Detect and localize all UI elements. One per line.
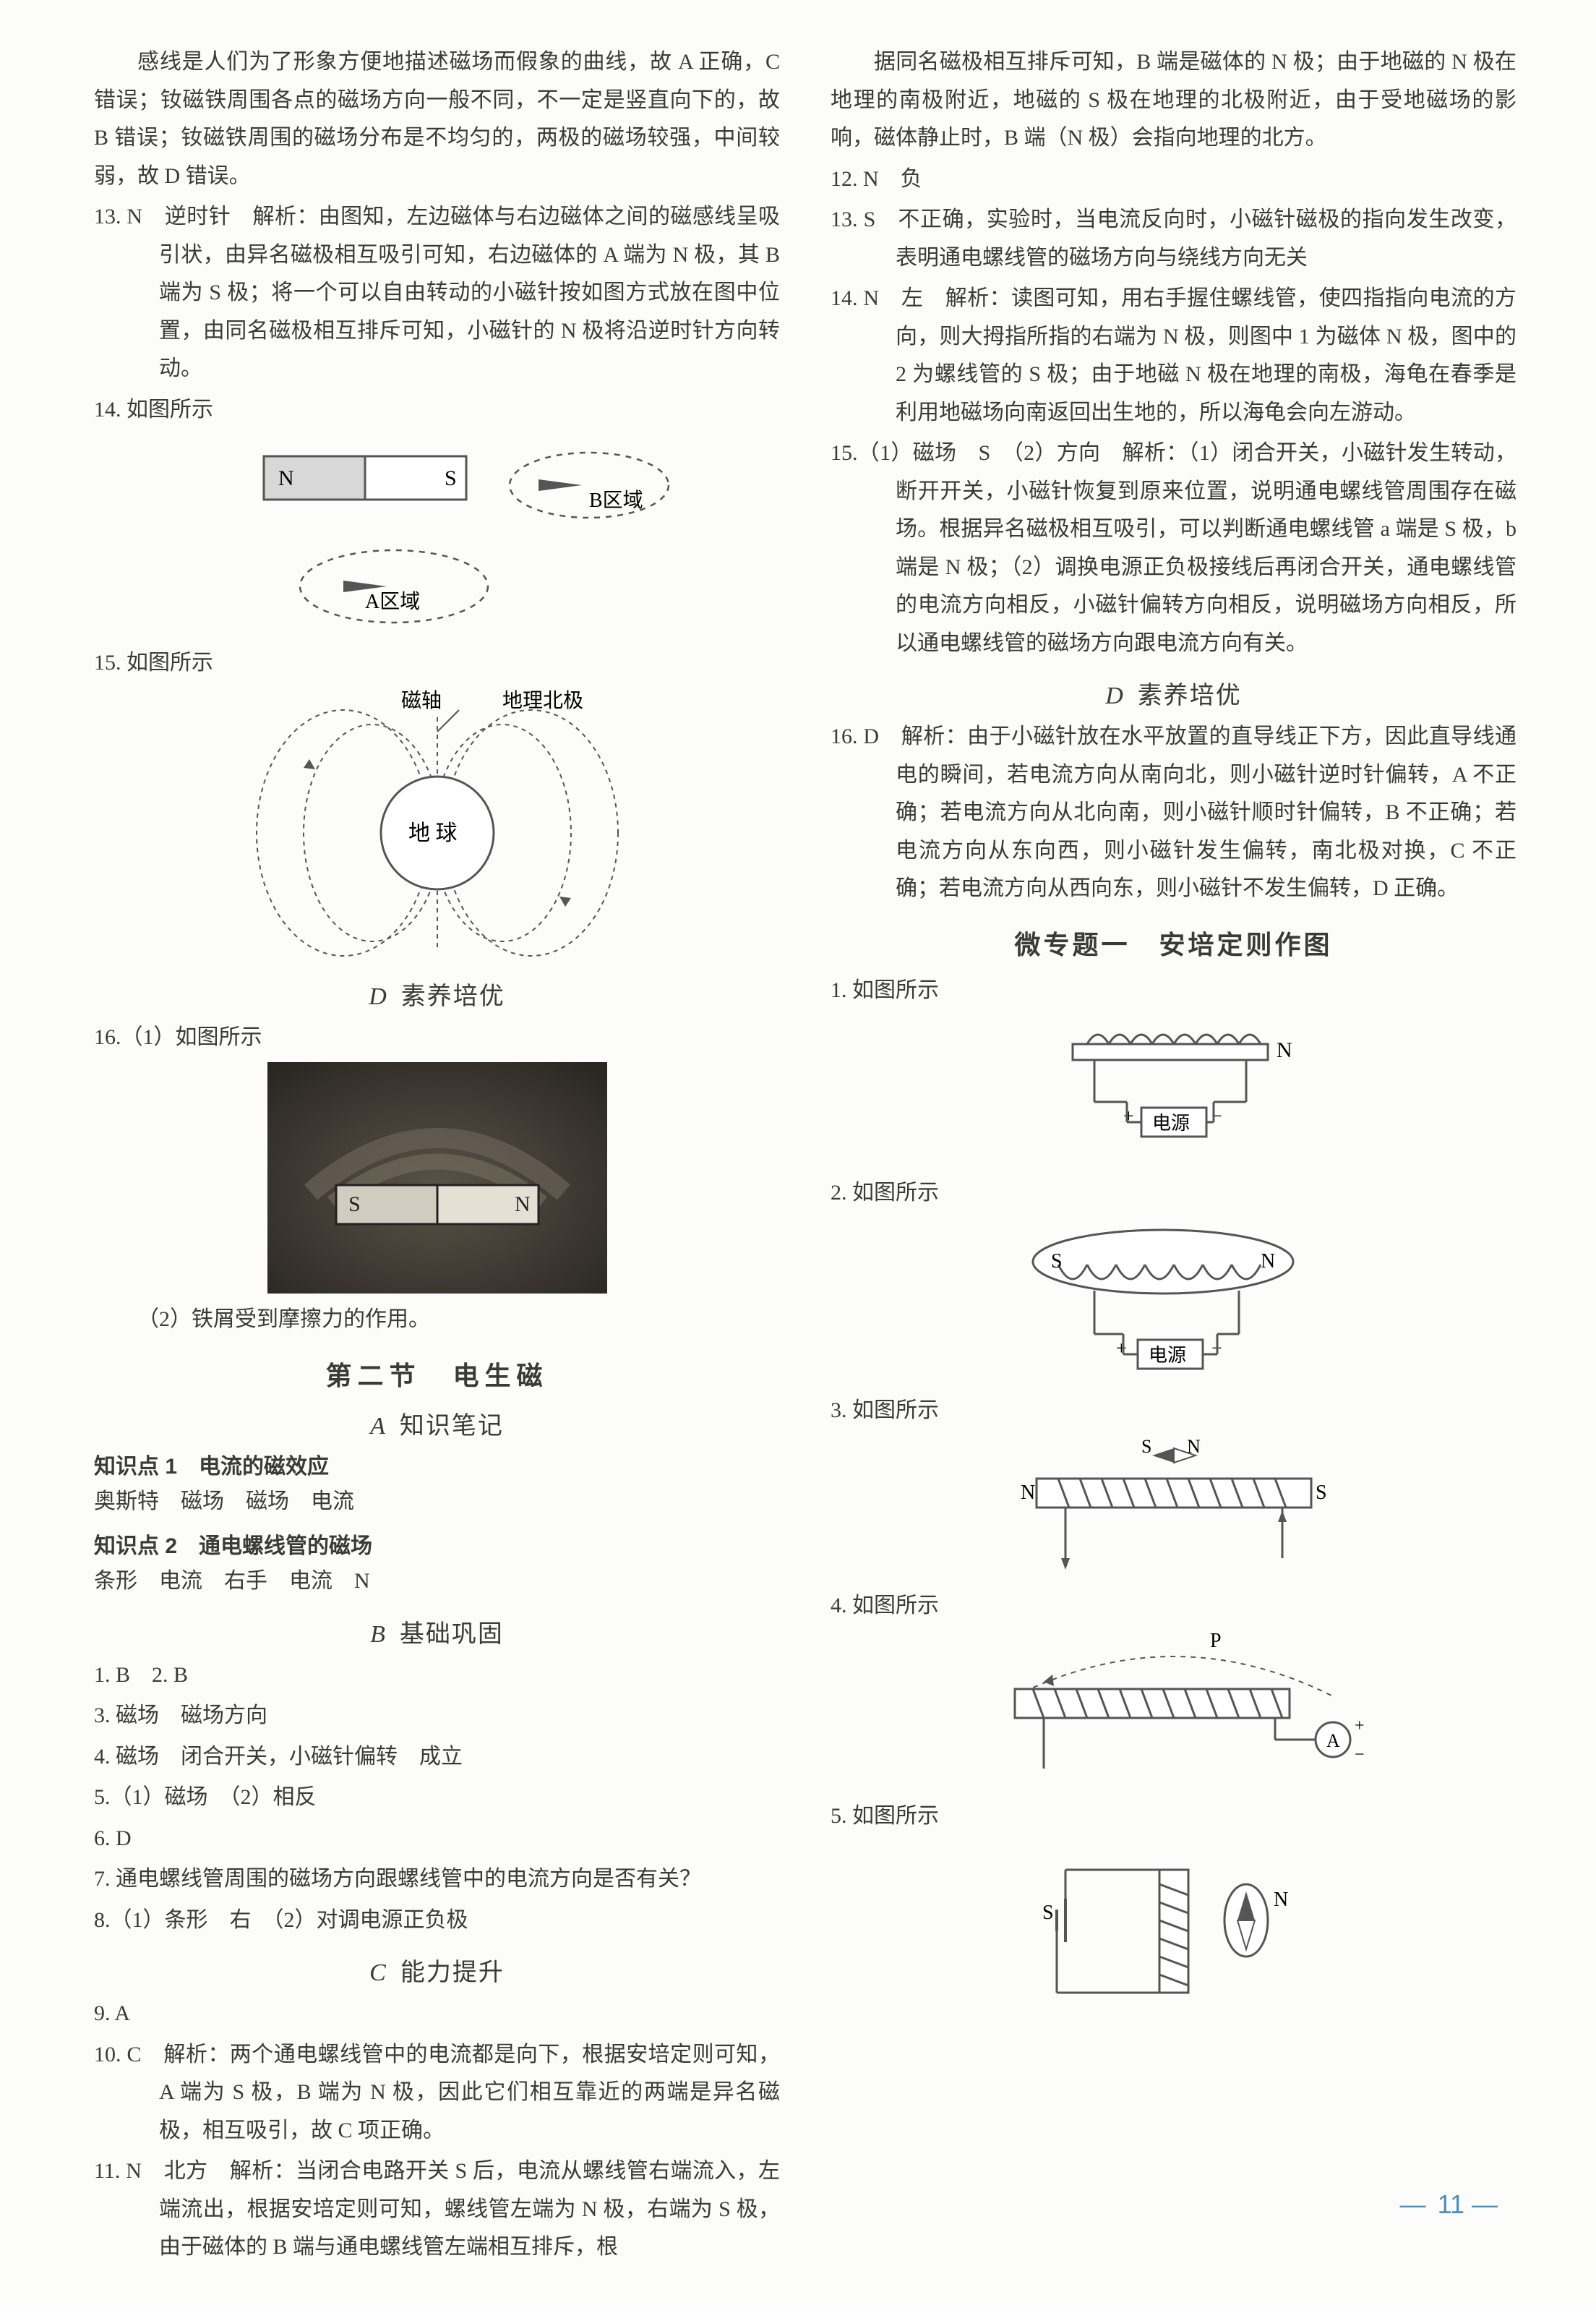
- b-4: 4. 磁场 闭合开关，小磁针偏转 成立: [94, 1738, 780, 1777]
- svg-text:N: N: [1021, 1482, 1035, 1504]
- svg-text:B区域: B区域: [589, 489, 643, 512]
- svg-text:A区域: A区域: [365, 590, 420, 613]
- d-16: 16. D 解析：由于小磁针放在水平放置的直导线正下方，因此直导线通电的瞬间，若…: [831, 718, 1516, 908]
- answer-16-2: （2）铁屑受到摩擦力的作用。: [94, 1301, 780, 1339]
- svg-text:电源: 电源: [1149, 1345, 1186, 1366]
- svg-text:N: N: [1261, 1250, 1275, 1273]
- svg-text:S: S: [348, 1192, 361, 1216]
- svg-text:P: P: [1210, 1631, 1222, 1652]
- sub-title-C: C能力提升: [94, 1952, 780, 1988]
- page-number: — 11 —: [1400, 2189, 1502, 2220]
- c-15: 15.（1）磁场 S （2）方向 解析：（1）闭合开关，小磁针发生转动，断开开关…: [831, 435, 1516, 662]
- c-14: 14. N 左 解析：读图可知，用右手握住螺线管，使四指指向电流的方向，则大拇指…: [831, 280, 1516, 432]
- figure-14: N S B区域 A区域: [94, 435, 780, 637]
- answer-14-label: 14. 如图所示: [94, 391, 780, 429]
- answer-13: 13. N 逆时针 解析：由图知，左边磁体与右边磁体之间的磁感线呈吸引状，由异名…: [94, 198, 780, 388]
- svg-text:S: S: [1141, 1436, 1151, 1457]
- svg-text:N: N: [515, 1192, 531, 1216]
- figure-m5: S N: [831, 1841, 1516, 2029]
- figure-m1: N 电源 + −: [831, 1015, 1516, 1167]
- c-12: 12. N 负: [831, 161, 1516, 199]
- sub-title-D-right: D素养培优: [831, 675, 1516, 711]
- c-10: 10. C 解析：两个通电螺线管中的电流都是向下，根据安培定则可知，A 端为 S…: [94, 2036, 780, 2150]
- svg-text:S: S: [1316, 1482, 1327, 1504]
- svg-text:磁轴: 磁轴: [401, 689, 442, 712]
- m4-label: 4. 如图所示: [831, 1587, 1516, 1625]
- figure-m2: S N 电源 + −: [831, 1218, 1516, 1385]
- micro-topic-title: 微专题一 安培定则作图: [831, 924, 1516, 962]
- b-6: 6. D: [94, 1820, 780, 1858]
- right-column: 据同名磁极相互排斥可知，B 端是磁体的 N 极；由于地磁的 N 极在地理的南极附…: [831, 43, 1516, 2270]
- answer-16-1-label: 16.（1）如图所示: [94, 1019, 780, 1057]
- m2-label: 2. 如图所示: [831, 1174, 1516, 1213]
- answer-15-label: 15. 如图所示: [94, 644, 780, 683]
- kp2-answer: 条形 电流 右手 电流 N: [94, 1562, 780, 1601]
- svg-text:A: A: [1326, 1730, 1340, 1751]
- svg-text:+: +: [1355, 1716, 1365, 1735]
- b-3: 3. 磁场 磁场方向: [94, 1697, 780, 1735]
- kp1-answer: 奥斯特 磁场 磁场 电流: [94, 1483, 780, 1521]
- svg-text:N: N: [1274, 1889, 1288, 1911]
- c-11: 11. N 北方 解析：当闭合电路开关 S 后，电流从螺线管右端流入，左端流出，…: [94, 2152, 780, 2267]
- sub-title-B: B基础巩固: [94, 1614, 780, 1649]
- sub-title-D: D素养培优: [94, 976, 780, 1012]
- svg-text:+: +: [1116, 1338, 1127, 1359]
- svg-text:S: S: [1051, 1250, 1063, 1273]
- svg-text:地理北极: 地理北极: [502, 689, 583, 712]
- svg-text:电源: 电源: [1152, 1113, 1190, 1134]
- svg-text:N: N: [1277, 1038, 1292, 1062]
- left-column: 感线是人们为了形象方便地描述磁场而假象的曲线，故 A 正确，C 错误；钕磁铁周围…: [94, 43, 780, 2270]
- figure-15-earth: 磁轴 地理北极 地 球: [94, 688, 780, 963]
- m1-label: 1. 如图所示: [831, 972, 1516, 1010]
- svg-text:+: +: [1123, 1106, 1134, 1126]
- sub-title-A: A知识笔记: [94, 1406, 780, 1441]
- intro-paragraph: 感线是人们为了形象方便地描述磁场而假象的曲线，故 A 正确，C 错误；钕磁铁周围…: [94, 43, 780, 195]
- knowledge-point-2: 知识点 2 通电螺线管的磁场: [94, 1528, 780, 1560]
- c-13: 13. S 不正确，实验时，当电流反向时，小磁针磁极的指向发生改变，表明通电螺线…: [831, 201, 1516, 277]
- svg-text:S: S: [1042, 1902, 1054, 1924]
- section-2-title: 第二节 电生磁: [94, 1355, 780, 1393]
- b-5: 5.（1）磁场 （2）相反: [94, 1779, 780, 1817]
- svg-text:−: −: [1355, 1745, 1365, 1764]
- figure-16-photo: S N: [94, 1062, 780, 1294]
- b-7: 7. 通电螺线管周围的磁场方向跟螺线管中的电流方向是否有关？: [94, 1860, 780, 1899]
- svg-text:地 球: 地 球: [408, 821, 458, 845]
- b-8: 8.（1）条形 右 （2）对调电源正负极: [94, 1902, 780, 1940]
- b-1-2: 1. B 2. B: [94, 1656, 780, 1695]
- m3-label: 3. 如图所示: [831, 1392, 1516, 1430]
- svg-text:S: S: [445, 466, 457, 490]
- c-11-continued: 据同名磁极相互排斥可知，B 端是磁体的 N 极；由于地磁的 N 极在地理的南极附…: [831, 43, 1516, 158]
- figure-m3: S N N S: [831, 1435, 1516, 1580]
- svg-text:N: N: [278, 466, 294, 490]
- c-9: 9. A: [94, 1995, 780, 2033]
- knowledge-point-1: 知识点 1 电流的磁效应: [94, 1448, 780, 1480]
- m5-label: 5. 如图所示: [831, 1797, 1516, 1836]
- figure-m4: P A: [831, 1631, 1516, 1790]
